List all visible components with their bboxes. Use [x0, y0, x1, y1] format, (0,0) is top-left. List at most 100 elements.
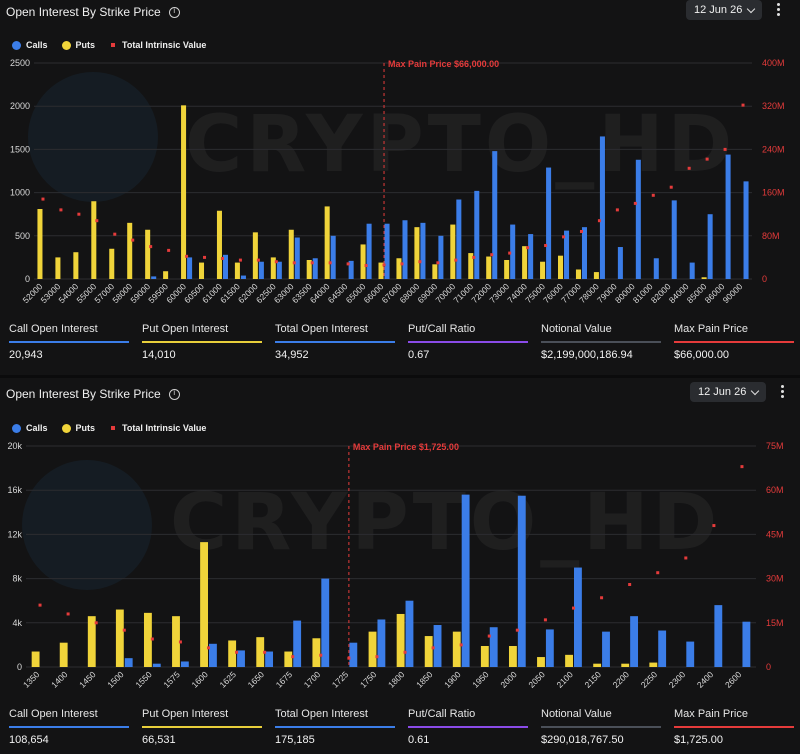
intrinsic-value-point: [292, 261, 296, 265]
stat-underline: [142, 726, 262, 728]
call-bar: [433, 625, 442, 667]
put-bar: [575, 269, 581, 279]
more-options-icon[interactable]: [775, 3, 781, 16]
more-options-icon[interactable]: [779, 385, 785, 398]
y2-tick-label: 15M: [766, 618, 784, 628]
intrinsic-value-point: [403, 650, 407, 654]
intrinsic-value-point: [263, 650, 267, 654]
stat-underline: [275, 341, 395, 343]
y-tick-label: 1000: [10, 188, 30, 198]
expiry-date-select[interactable]: 12 Jun 26: [690, 382, 767, 402]
put-bar: [468, 253, 474, 279]
legend-puts[interactable]: Puts: [61, 423, 95, 433]
panel-header: Open Interest By Strike Price: [6, 386, 180, 402]
put-bar: [557, 255, 564, 279]
call-bar: [405, 600, 414, 667]
stat-total-open-interest: Total Open Interest 175,185: [266, 708, 397, 746]
legend-total-intrinsic-value[interactable]: Total Intrinsic Value: [109, 423, 206, 433]
intrinsic-value-point: [41, 197, 45, 201]
call-bar: [265, 651, 274, 667]
x-tick-label: 1625: [218, 669, 239, 690]
stat-underline: [9, 726, 129, 728]
x-tick-label: 1900: [442, 669, 463, 690]
watermark-logo: [28, 72, 158, 202]
call-bar: [617, 247, 623, 279]
y-tick-label: 8k: [12, 574, 22, 584]
panel-title: Open Interest By Strike Price: [6, 387, 161, 401]
intrinsic-value-point: [543, 618, 547, 622]
intrinsic-value-point: [94, 621, 98, 625]
x-tick-label: 1500: [105, 669, 126, 690]
intrinsic-value-point: [628, 582, 632, 586]
call-bar: [461, 494, 470, 667]
y-tick-label: 1500: [10, 144, 30, 154]
x-tick-label: 1725: [330, 669, 351, 690]
x-tick-label: 90000: [721, 281, 745, 305]
put-bar: [252, 232, 258, 279]
put-bar: [55, 257, 61, 279]
info-icon[interactable]: [168, 6, 180, 18]
y2-tick-label: 60M: [766, 485, 784, 495]
call-bar: [222, 254, 229, 279]
intrinsic-value-point: [149, 245, 153, 249]
x-tick-label: 1575: [161, 669, 182, 690]
legend-calls[interactable]: Calls: [12, 40, 48, 50]
intrinsic-value-point: [59, 208, 63, 212]
put-bar: [504, 259, 510, 279]
watermark-logo: [22, 460, 152, 590]
legend-puts[interactable]: Puts: [61, 40, 95, 50]
info-icon[interactable]: [168, 388, 180, 400]
intrinsic-value-point: [526, 246, 530, 250]
legend-calls[interactable]: Calls: [12, 423, 48, 433]
x-tick-label: 2000: [498, 669, 519, 690]
put-bar: [593, 272, 599, 279]
x-tick-label: 1450: [77, 669, 98, 690]
stat-underline: [541, 726, 661, 728]
x-tick-label: 1700: [302, 669, 323, 690]
stat-put-open-interest: Put Open Interest 66,531: [133, 708, 264, 746]
y-tick-label: 4k: [12, 618, 22, 628]
call-bar: [209, 643, 217, 667]
intrinsic-value-point: [256, 258, 260, 262]
put-bar: [306, 259, 312, 279]
call-bar: [581, 227, 588, 279]
x-tick-label: 1950: [470, 669, 491, 690]
intrinsic-value-point: [95, 219, 99, 223]
call-bar: [312, 258, 318, 279]
put-bar: [452, 631, 461, 667]
x-tick-label: 2150: [583, 669, 604, 690]
call-bar: [492, 151, 498, 279]
max-pain-label: Max Pain Price $66,000.00: [388, 59, 499, 69]
intrinsic-value-point: [220, 256, 224, 260]
intrinsic-value-point: [508, 251, 512, 255]
put-bar: [91, 201, 97, 279]
stat-notional-value: Notional Value $2,199,000,186.94: [532, 323, 663, 361]
y2-tick-label: 160M: [762, 188, 785, 198]
legend-total-intrinsic-value[interactable]: Total Intrinsic Value: [109, 40, 206, 50]
call-bar: [258, 261, 264, 279]
call-bar: [330, 235, 336, 279]
intrinsic-value-point: [615, 208, 619, 212]
call-bar: [152, 663, 161, 667]
intrinsic-value-point: [418, 260, 422, 264]
call-bar: [402, 220, 408, 279]
intrinsic-value-point: [597, 219, 601, 223]
intrinsic-value-point: [291, 655, 295, 659]
stats-row: Call Open Interest 108,654 Put Open Inter…: [0, 708, 800, 746]
stat-put-call-ratio: Put/Call Ratio 0.67: [399, 323, 530, 361]
y-tick-label: 0: [17, 662, 22, 672]
put-bar: [288, 229, 294, 279]
put-bar: [234, 262, 240, 279]
open-interest-chart: 0 0 500 80M 1000 160M 1500 240M 2000 320M 2500 400M…: [10, 58, 785, 305]
y-tick-label: 12k: [7, 529, 22, 539]
call-bar: [377, 619, 386, 667]
put-bar: [378, 262, 384, 279]
call-bar: [187, 257, 193, 279]
put-bar: [424, 636, 433, 667]
put-bar: [200, 542, 208, 667]
intrinsic-value-point: [562, 235, 566, 239]
x-tick-label: 1650: [246, 669, 267, 690]
stat-call-open-interest: Call Open Interest 108,654: [0, 708, 131, 746]
expiry-date-select[interactable]: 12 Jun 26: [686, 0, 763, 20]
put-bar: [181, 105, 187, 279]
